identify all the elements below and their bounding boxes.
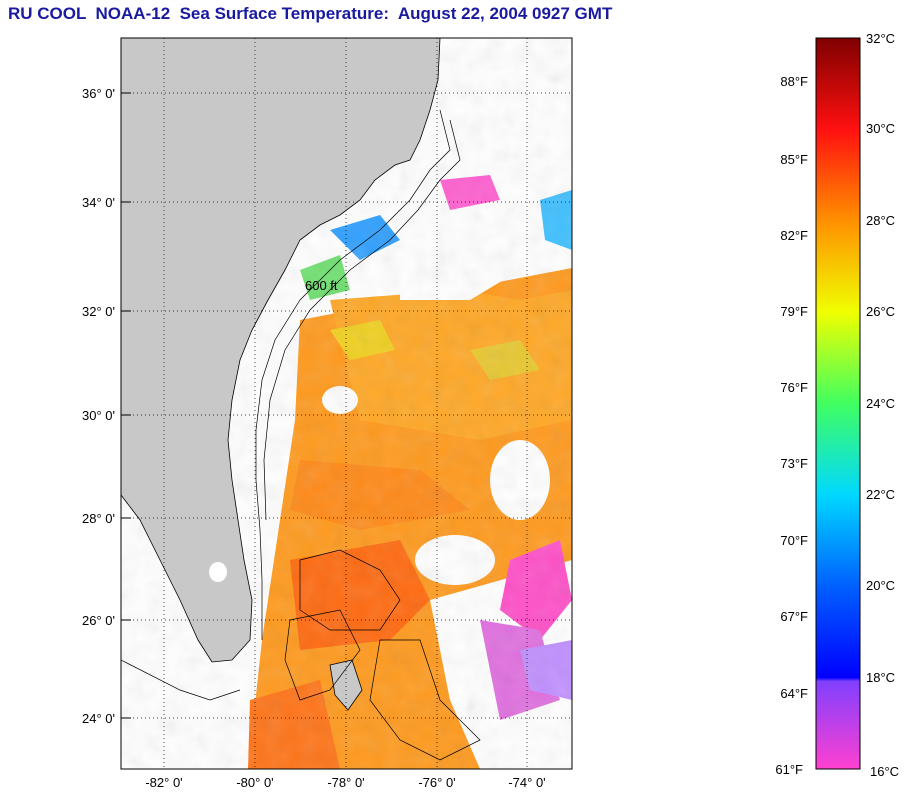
celsius-label: 22°C <box>866 487 895 502</box>
lat-label: 24° 0' <box>82 711 115 726</box>
lat-label: 28° 0' <box>82 511 115 526</box>
fahrenheit-label: 79°F <box>780 304 808 319</box>
lat-label: 30° 0' <box>82 408 115 423</box>
isobath-contours <box>121 109 481 761</box>
color-bar-gradient <box>815 37 861 770</box>
fahrenheit-label: 64°F <box>780 686 808 701</box>
map-title: RU COOL NOAA-12 Sea Surface Temperature:… <box>8 4 613 23</box>
fahrenheit-label: 61°F <box>775 762 803 777</box>
lon-labels: -82° 0' -80° 0' -78° 0' -76° 0' -74° 0' <box>145 775 545 790</box>
lon-label: -76° 0' <box>418 775 455 790</box>
fahrenheit-label: 67°F <box>780 609 808 624</box>
land-mass <box>121 38 441 663</box>
lon-label: -78° 0' <box>327 775 364 790</box>
lon-label: -74° 0' <box>508 775 545 790</box>
fahrenheit-scale: 88°F 85°F 82°F 79°F 76°F 73°F 70°F 67°F … <box>775 74 808 777</box>
lat-label: 26° 0' <box>82 613 115 628</box>
celsius-label: 16°C <box>870 764 899 779</box>
celsius-label: 32°C <box>866 31 895 46</box>
isobath-label: 600 ft <box>305 278 338 293</box>
lat-labels: 36° 0' 34° 0' 32° 0' 30° 0' 28° 0' 26° 0… <box>82 86 115 726</box>
celsius-label: 26°C <box>866 304 895 319</box>
fahrenheit-label: 76°F <box>780 380 808 395</box>
lat-label: 32° 0' <box>82 304 115 319</box>
celsius-scale: 32°C 30°C 28°C 26°C 24°C 22°C 20°C 18°C … <box>866 31 899 779</box>
celsius-label: 18°C <box>866 670 895 685</box>
fahrenheit-label: 85°F <box>780 152 808 167</box>
map-border <box>120 37 573 770</box>
celsius-label: 24°C <box>866 396 895 411</box>
lon-label: -80° 0' <box>236 775 273 790</box>
lon-label: -82° 0' <box>145 775 182 790</box>
fahrenheit-label: 88°F <box>780 74 808 89</box>
fahrenheit-label: 82°F <box>780 228 808 243</box>
celsius-label: 20°C <box>866 578 895 593</box>
color-bar: 88°F 85°F 82°F 79°F 76°F 73°F 70°F 67°F … <box>775 31 899 779</box>
fahrenheit-label: 70°F <box>780 533 808 548</box>
fahrenheit-label: 73°F <box>780 456 808 471</box>
bahamas-land <box>329 659 363 711</box>
lat-label: 34° 0' <box>82 195 115 210</box>
celsius-label: 30°C <box>866 121 895 136</box>
lake-okeechobee <box>209 562 227 582</box>
lat-label: 36° 0' <box>82 86 115 101</box>
lat-ticks <box>121 92 131 719</box>
celsius-label: 28°C <box>866 213 895 228</box>
